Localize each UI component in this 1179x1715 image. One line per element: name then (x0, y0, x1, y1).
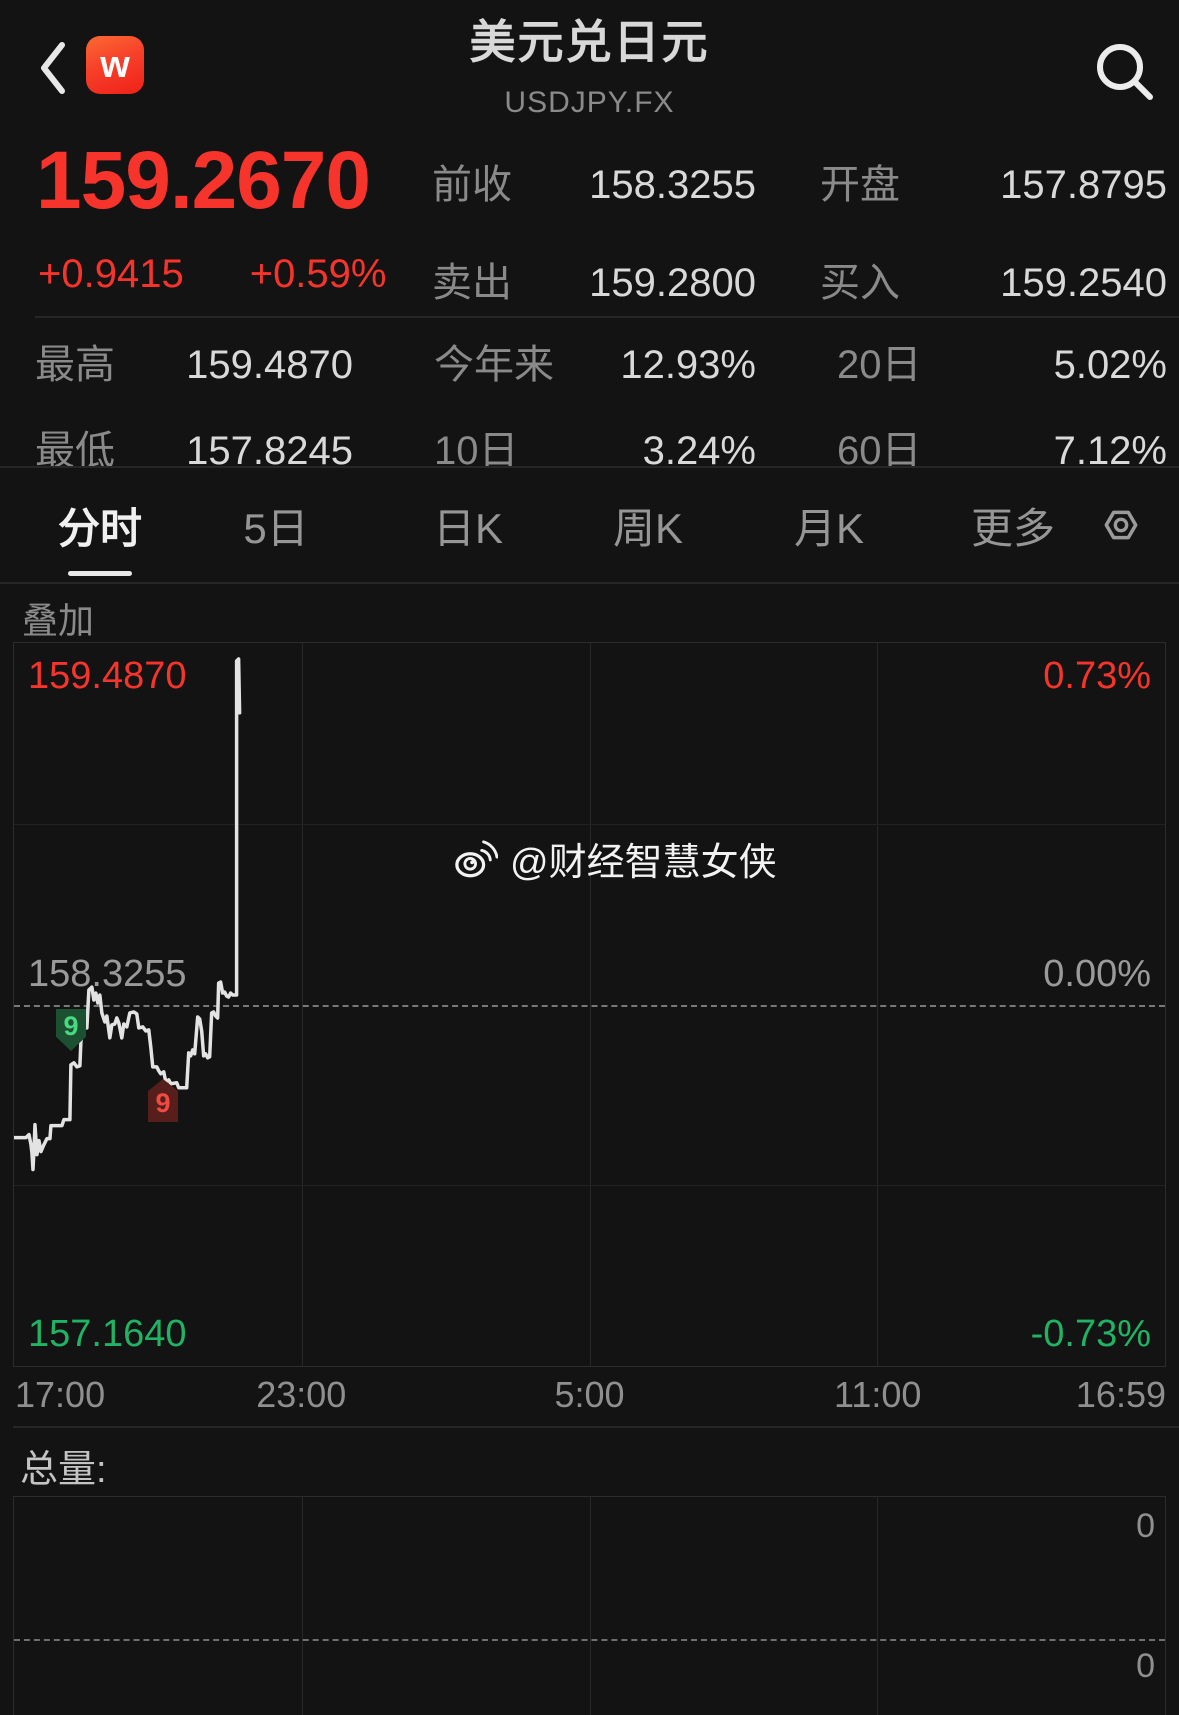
search-icon (1097, 44, 1153, 100)
y-label-low-pct: -0.73% (1030, 1313, 1151, 1355)
watermark: @财经智慧女侠 (452, 831, 777, 886)
tab-more[interactable]: 更多 (970, 504, 1056, 552)
volume-panel[interactable]: 0 0 (13, 1496, 1166, 1715)
stats-top-grid: 前收 158.3255 开盘 157.8795 卖出 159.2800 买入 1… (432, 152, 1167, 308)
gridline (301, 1497, 303, 1715)
tab-minute[interactable]: 分时 (58, 468, 142, 582)
gridline (877, 1497, 879, 1715)
watermark-text: @财经智慧女侠 (510, 842, 777, 884)
y-label-baseline: 158.3255 (28, 953, 187, 995)
price-line (14, 657, 242, 1172)
x-axis: 17:00 23:00 5:00 11:00 16:59 (13, 1374, 1166, 1420)
back-button[interactable] (36, 40, 70, 96)
overlay-toggle[interactable]: 叠加 (22, 600, 95, 641)
divider (0, 582, 1179, 584)
page-subtitle: USDJPY.FX (504, 86, 675, 119)
x-tick: 5:00 (554, 1374, 625, 1415)
app-logo[interactable]: w (86, 36, 144, 94)
settings-icon (1104, 510, 1138, 540)
volume-zero-label: 0 (1136, 1507, 1155, 1545)
y-label-high: 159.4870 (28, 655, 187, 697)
y-label-baseline-pct: 0.00% (1043, 953, 1151, 995)
volume-dashed-line (14, 1639, 1165, 1641)
gridline (589, 1497, 591, 1715)
stat-ytd: 今年来 12.93% (434, 343, 756, 387)
change-percent: +0.59% (249, 252, 387, 296)
app-logo-letter: w (100, 43, 130, 86)
gridline (14, 1185, 1165, 1187)
stats-bottom-grid: 最高 159.4870 今年来 12.93% 20日 5.02% 最低 157.… (35, 332, 1167, 476)
volume-label: 总量: (20, 1449, 107, 1491)
weibo-icon (455, 839, 498, 877)
x-tick: 11:00 (834, 1374, 922, 1415)
title-block: 美元兑日元 USDJPY.FX (0, 0, 1179, 120)
price-line-plot (14, 657, 242, 1172)
intraday-chart[interactable]: 159.4870 0.73% 158.3255 0.00% 157.1640 -… (13, 642, 1166, 1367)
stat-bid: 买入 159.2540 (820, 261, 1167, 305)
change-row: +0.9415 +0.59% (38, 252, 386, 297)
stat-10d: 10日 3.24% (434, 429, 756, 473)
tab-5day[interactable]: 5日 (243, 504, 309, 552)
tab-daily-k[interactable]: 日K (432, 504, 504, 552)
chart-settings-button[interactable] (1100, 504, 1142, 546)
tab-weekly-k[interactable]: 周K (612, 504, 684, 552)
tab-monthly-k[interactable]: 月K (793, 504, 865, 552)
stat-prev-close: 前收 158.3255 (432, 163, 756, 207)
divider (35, 316, 1179, 318)
last-price: 159.2670 (36, 135, 371, 226)
stat-ask: 卖出 159.2800 (432, 261, 756, 305)
change-value: +0.9415 (38, 252, 184, 296)
stat-20d: 20日 5.02% (837, 343, 1167, 387)
x-tick: 17:00 (15, 1374, 106, 1415)
page-title: 美元兑日元 (469, 16, 710, 68)
search-button[interactable] (1088, 36, 1160, 108)
header: w 美元兑日元 USDJPY.FX (0, 0, 1179, 130)
x-tick: 16:59 (1075, 1374, 1166, 1415)
y-label-low: 157.1640 (28, 1313, 187, 1355)
divider (0, 466, 1179, 468)
back-icon (41, 42, 65, 94)
divider (13, 1426, 1179, 1428)
gridline (14, 823, 1165, 825)
stat-high: 最高 159.4870 (35, 343, 353, 387)
x-tick: 23:00 (256, 1374, 347, 1415)
chart-tabbar: 分时 5日 日K 周K 月K 更多 (0, 468, 1179, 582)
stat-low: 最低 157.8245 (35, 429, 353, 473)
y-label-high-pct: 0.73% (1043, 655, 1151, 697)
stat-open: 开盘 157.8795 (820, 163, 1167, 207)
stat-60d: 60日 7.12% (837, 429, 1167, 473)
baseline-dashed-line (14, 1004, 1165, 1007)
volume-zero-label: 0 (1136, 1647, 1155, 1685)
